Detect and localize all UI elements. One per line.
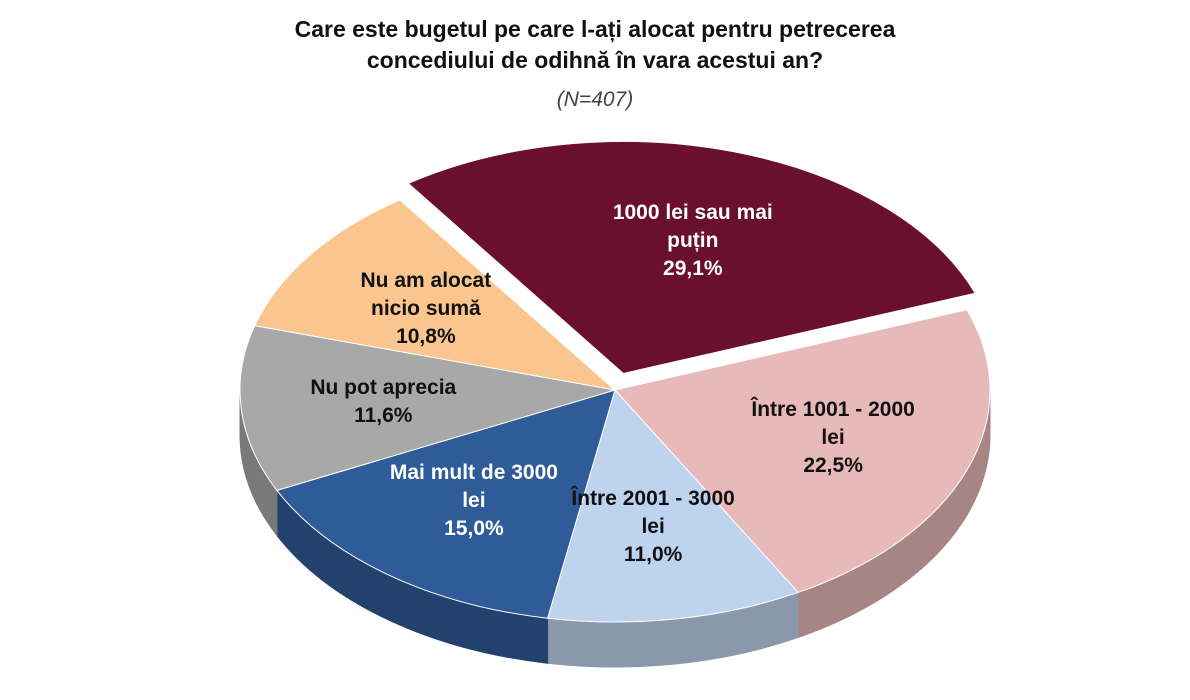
slice-label: Nu pot aprecia 11,6% xyxy=(298,374,468,430)
slice-value-label: 29,1% xyxy=(663,256,723,280)
slice xyxy=(239,325,616,491)
slice-label: Mai mult de 3000 lei 15,0% xyxy=(389,459,559,543)
slice xyxy=(276,389,616,619)
pie-tops xyxy=(239,140,991,623)
slice xyxy=(546,389,800,623)
slice xyxy=(254,199,617,391)
slice-value-label: 10,8% xyxy=(396,325,456,349)
slice xyxy=(614,309,991,594)
slice-category: Nu am alocat nicio sumă xyxy=(360,269,492,321)
slice-category: Nu pot aprecia xyxy=(310,375,457,399)
slice-category: Între 2001 - 3000 lei xyxy=(571,487,735,539)
slice-category: Între 1001 - 2000 lei xyxy=(751,398,915,450)
slice-category: 1000 lei sau mai puțin xyxy=(612,200,773,252)
chart-subtitle: (N=407) xyxy=(556,88,634,111)
slice-value-label: 11,6% xyxy=(354,403,413,427)
slice-label: Între 1001 - 2000 lei 22,5% xyxy=(748,396,918,480)
chart-title: Care este bugetul pe care l-ați alocat p… xyxy=(294,16,896,73)
slice-value-label: 11,0% xyxy=(623,543,683,567)
slice-label: Între 2001 - 3000 lei 11,0% xyxy=(568,485,738,569)
slice-label: 1000 lei sau mai puțin 29,1% xyxy=(608,199,778,283)
slice xyxy=(407,140,976,375)
slice-value-label: 15,0% xyxy=(444,516,504,540)
slice-label: Nu am alocat nicio sumă 10,8% xyxy=(341,267,511,351)
slice-value-label: 22,5% xyxy=(803,454,863,478)
slice-category: Mai mult de 3000 lei xyxy=(389,460,558,512)
